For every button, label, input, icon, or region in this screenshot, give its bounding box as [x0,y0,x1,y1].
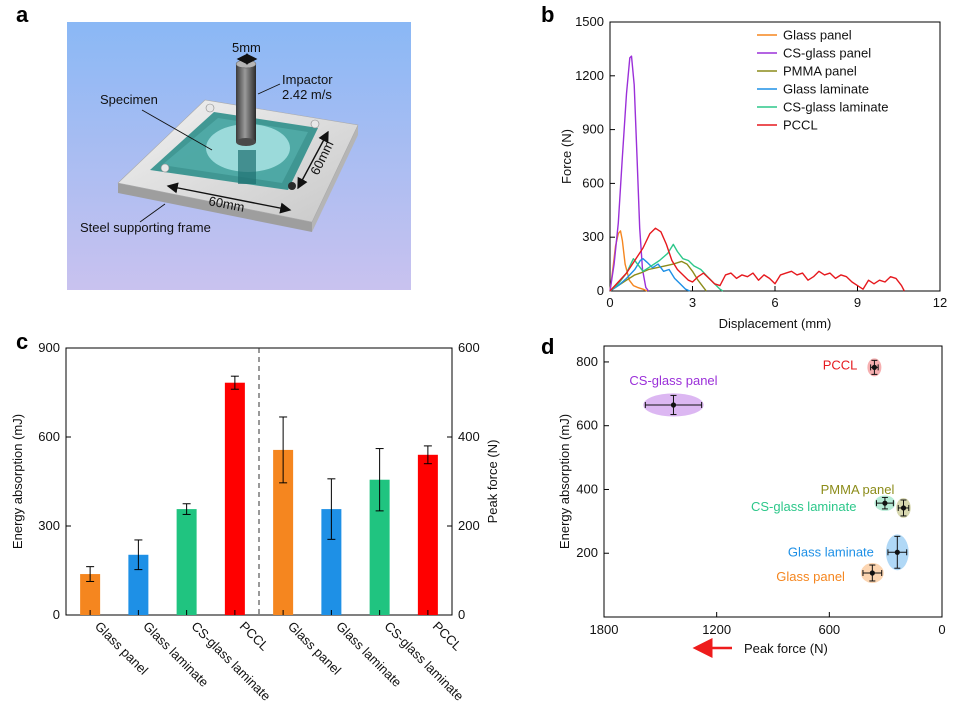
legend-label-pmma-panel: PMMA panel [783,64,857,79]
peak-bar-pccl [417,454,438,615]
peak-bar-glass-laminate [321,509,342,615]
energy-bar-pccl [224,382,245,615]
legend-label-cs-glass-panel: CS-glass panel [783,46,871,61]
energy-bar-glass-laminate [128,554,149,615]
chart-b-xlabel: Displacement (mm) [719,316,832,331]
chart-d-ytick-label: 800 [576,354,598,369]
chart-c-category-label: PCCL [430,619,465,654]
panel-label-a: a [16,2,29,27]
point-label-cs-glass-panel: CS-glass panel [629,373,717,388]
series-line-pccl [609,227,905,292]
point-label-glass-panel: Glass panel [776,569,845,584]
chart-d-ylabel: Energy absorption (mJ) [557,414,572,549]
chart-c-ylabel-right: Peak force (N) [485,440,500,524]
chart-d-ytick-label: 200 [576,545,598,560]
chart-d-xtick-label: 1200 [702,622,731,637]
series-line-cs-glass-panel [609,55,650,292]
chart-b-ytick-label: 900 [582,122,604,137]
legend-label-pccl: PCCL [783,118,818,133]
specimen-impact-zone [206,124,290,172]
chart-d-ytick-label: 600 [576,418,598,433]
dim-arrow-60mm-bottom [166,182,292,214]
chart-b-xtick-label: 12 [933,295,947,310]
chart-b-ytick-label: 1200 [575,68,604,83]
energy-vs-peak-scatter: 1800 1200 600 0 200 400 600 800 PCCL CS-glass pa… [557,345,946,658]
dim-label-5mm: 5mm [232,40,261,55]
point-label-cs-glass-laminate: CS-glass laminate [751,499,857,514]
point-marker-cs-glass-laminate [882,500,888,506]
chart-b-ytick-label: 0 [597,283,604,298]
chart-c-ytick-label-left: 900 [38,340,60,355]
chart-d-xlabel: Peak force (N) [744,641,828,656]
chart-c-ytick-label-right: 0 [458,607,465,622]
dim-arrow-60mm-right [297,130,329,190]
chart-d-xtick-label: 1800 [590,622,619,637]
frame-edge-right [312,125,358,232]
legend-label-cs-glass-laminate: CS-glass laminate [783,100,889,115]
impactor-rod [236,64,256,142]
chart-c-ytick-label-left: 600 [38,429,60,444]
point-label-pccl: PCCL [823,357,858,372]
chart-d-ytick-label: 400 [576,481,598,496]
impactor-speed: 2.42 m/s [282,87,332,102]
chart-d-xtick-label: 0 [938,622,945,637]
point-marker-glass-panel [869,570,875,576]
chart-c-ytick-label-right: 600 [458,340,480,355]
force-displacement-chart: 0 3 6 9 12 0 300 600 900 1200 1500 Glass panel CS-g… [559,14,947,331]
legend-label-glass-panel: Glass panel [783,28,852,43]
chart-b-ytick-label: 1500 [575,14,604,29]
series-line-pmma-panel [609,260,707,292]
impact-schematic: 5mm Impactor 2.42 m/s Specimen 60mm 60mm… [67,22,411,290]
chart-b-ytick-label: 300 [582,229,604,244]
peak-bar-cs-glass-laminate [369,479,390,615]
point-marker-pccl [871,364,878,370]
chart-d-xtick-label: 600 [818,622,840,637]
panel-label-d: d [541,334,554,359]
energy-bar-cs-glass-laminate [176,509,197,615]
chart-b-frame [609,21,941,292]
chart-b-ylabel: Force (N) [559,129,574,184]
dim-label-60mm-bottom: 60mm [207,193,245,215]
chart-c-ylabel-left: Energy absorption (mJ) [10,414,25,549]
impactor-label: Impactor [282,72,333,87]
point-label-glass-laminate: Glass laminate [788,544,874,559]
chart-b-ytick-label: 600 [582,175,604,190]
specimen-label: Specimen [100,92,158,107]
chart-c-ytick-label-left: 0 [53,607,60,622]
chart-c-ytick-label-right: 200 [458,518,480,533]
frame-label: Steel supporting frame [80,220,211,235]
series-line-cs-glass-laminate [609,243,724,292]
chart-b-xtick-label: 3 [689,295,696,310]
chart-d-frame [603,345,943,618]
point-marker-pmma-panel [900,505,907,511]
chart-b-xtick-label: 6 [771,295,778,310]
chart-b-xtick-label: 9 [854,295,861,310]
chart-c-ytick-label-left: 300 [38,518,60,533]
chart-c-category-label: PCCL [237,619,272,654]
series-line-glass-laminate [609,258,691,292]
legend-label-glass-laminate: Glass laminate [783,82,869,97]
peak-bar-glass-panel [273,449,294,615]
energy-bar-glass-panel [80,574,101,615]
point-marker-glass-laminate [894,549,900,555]
panel-label-c: c [16,329,28,354]
chart-b-xtick-label: 0 [606,295,613,310]
panel-label-b: b [541,2,554,27]
chart-c-ytick-label-right: 400 [458,429,480,444]
point-marker-cs-glass-panel [670,402,677,408]
point-label-pmma-panel: PMMA panel [821,482,895,497]
